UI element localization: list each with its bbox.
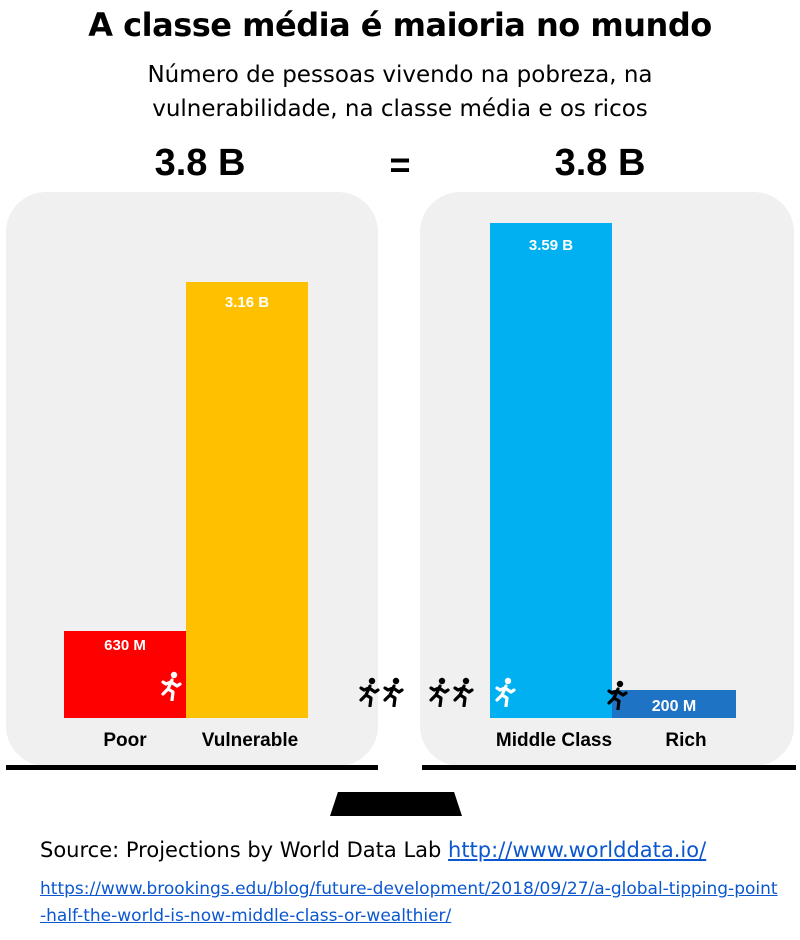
bar-vulnerable: 3.16 B xyxy=(186,282,308,718)
running-person-icon xyxy=(429,677,450,707)
total-right: 3.8 B xyxy=(554,142,646,184)
category-label: Rich xyxy=(665,730,707,751)
running-person-icon xyxy=(607,680,628,710)
chart-subtitle: Número de pessoas vivendo na pobreza, na… xyxy=(147,62,653,122)
source-link-worlddata[interactable]: http://www.worlddata.io/ xyxy=(448,838,707,862)
equals-sign: = xyxy=(389,144,411,185)
running-person-icon xyxy=(359,677,380,707)
running-person-icon xyxy=(453,677,474,707)
bar-value-label: 3.16 B xyxy=(224,294,270,311)
bar-value-label: 630 M xyxy=(104,637,146,654)
scale-beam-left xyxy=(6,765,378,770)
category-label: Poor xyxy=(103,730,147,751)
source-link-brookings[interactable]: https://www.brookings.edu/blog/future-de… xyxy=(40,879,778,926)
source-line: Source: Projections by World Data Lab ht… xyxy=(40,838,706,862)
running-person-icon xyxy=(383,677,404,707)
scale-fulcrum xyxy=(330,792,462,816)
category-label: Middle Class xyxy=(495,730,613,751)
bar-value-label: 3.59 B xyxy=(528,237,574,254)
bar-middle-class: 3.59 B xyxy=(490,223,612,718)
scale-beam-right xyxy=(422,765,796,770)
running-person-icon xyxy=(495,677,516,707)
running-person-icon xyxy=(161,671,182,701)
total-left: 3.8 B xyxy=(154,142,246,184)
bar-value-label: 200 M xyxy=(651,698,697,715)
category-label: Vulnerable xyxy=(201,730,299,751)
source-prefix: Source: Projections by World Data Lab xyxy=(40,838,449,862)
chart-title: A classe média é maioria no mundo xyxy=(88,6,712,44)
bar-poor: 630 M xyxy=(64,631,186,718)
bar-rich: 200 M xyxy=(612,690,736,718)
